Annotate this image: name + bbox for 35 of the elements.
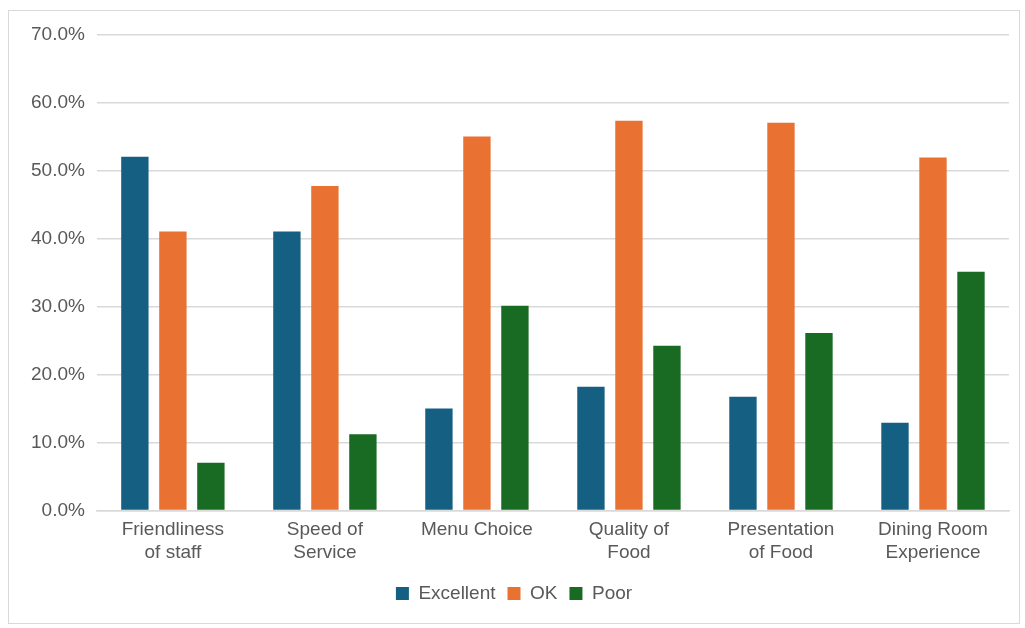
bar (425, 408, 453, 510)
y-tick-label: 10.0% (31, 430, 85, 452)
y-tick-label: 40.0% (31, 226, 85, 248)
y-tick-label: 20.0% (31, 362, 85, 384)
x-tick-label: Friendliness of staff (121, 518, 225, 562)
y-tick-label: 60.0% (31, 90, 85, 112)
legend-label: Excellent (418, 581, 497, 603)
x-tick-label: Dining Room Experience (878, 518, 988, 562)
x-tick-label: Presentation of Food (727, 518, 835, 562)
bar (463, 136, 491, 510)
legend-label: Poor (591, 581, 633, 603)
legend-label: OK (530, 581, 558, 603)
bar (159, 231, 187, 510)
y-tick-label: 30.0% (31, 294, 85, 316)
x-tick-label: Speed of Service (286, 518, 364, 562)
x-tick-label: Quality of Food (588, 518, 670, 562)
bar (615, 120, 643, 510)
bar (653, 345, 681, 510)
bar (729, 396, 757, 510)
y-tick-label: 50.0% (31, 158, 85, 180)
bar (577, 386, 605, 510)
x-tick-label: Menu Choice (420, 518, 533, 540)
bar (197, 462, 225, 510)
bar (919, 157, 947, 510)
bar (273, 231, 301, 510)
y-tick-label: 70.0% (31, 22, 85, 44)
bar (501, 305, 529, 510)
bar (767, 122, 795, 510)
bar (311, 186, 339, 510)
bar (121, 156, 149, 510)
bar (881, 422, 909, 510)
y-tick-label: 0.0% (41, 498, 85, 520)
bar (805, 332, 833, 510)
bar (957, 271, 985, 510)
bar (349, 434, 377, 510)
